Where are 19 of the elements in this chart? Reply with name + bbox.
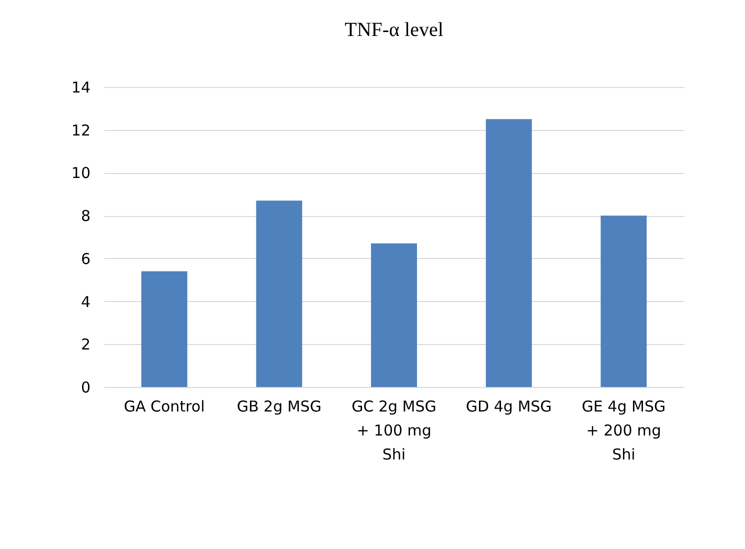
y-tick-label: 4 xyxy=(80,292,90,311)
x-tick-label: GE 4g MSG + 200 mg Shi xyxy=(582,398,666,464)
y-tick-label: 2 xyxy=(80,336,90,354)
x-tick-label: GB 2g MSG xyxy=(236,398,322,416)
x-tick-label: GD 4g MSG xyxy=(466,398,552,416)
y-tick-label: 8 xyxy=(80,207,90,226)
y-tick-label: 0 xyxy=(80,378,90,396)
bar xyxy=(600,216,647,387)
x-tick-label: GC 2g MSG + 100 mg Shi xyxy=(352,398,436,464)
y-tick-label: 6 xyxy=(80,250,90,268)
x-tick-label: GA Control xyxy=(124,398,205,416)
bar xyxy=(141,271,188,387)
chart-title: TNF-α level xyxy=(344,19,444,41)
bar xyxy=(371,243,417,387)
bar xyxy=(256,200,302,387)
y-tick-label: 12 xyxy=(71,121,90,140)
y-tick-label: 14 xyxy=(71,78,90,96)
bar xyxy=(486,119,532,387)
y-tick-label: 10 xyxy=(71,164,90,182)
